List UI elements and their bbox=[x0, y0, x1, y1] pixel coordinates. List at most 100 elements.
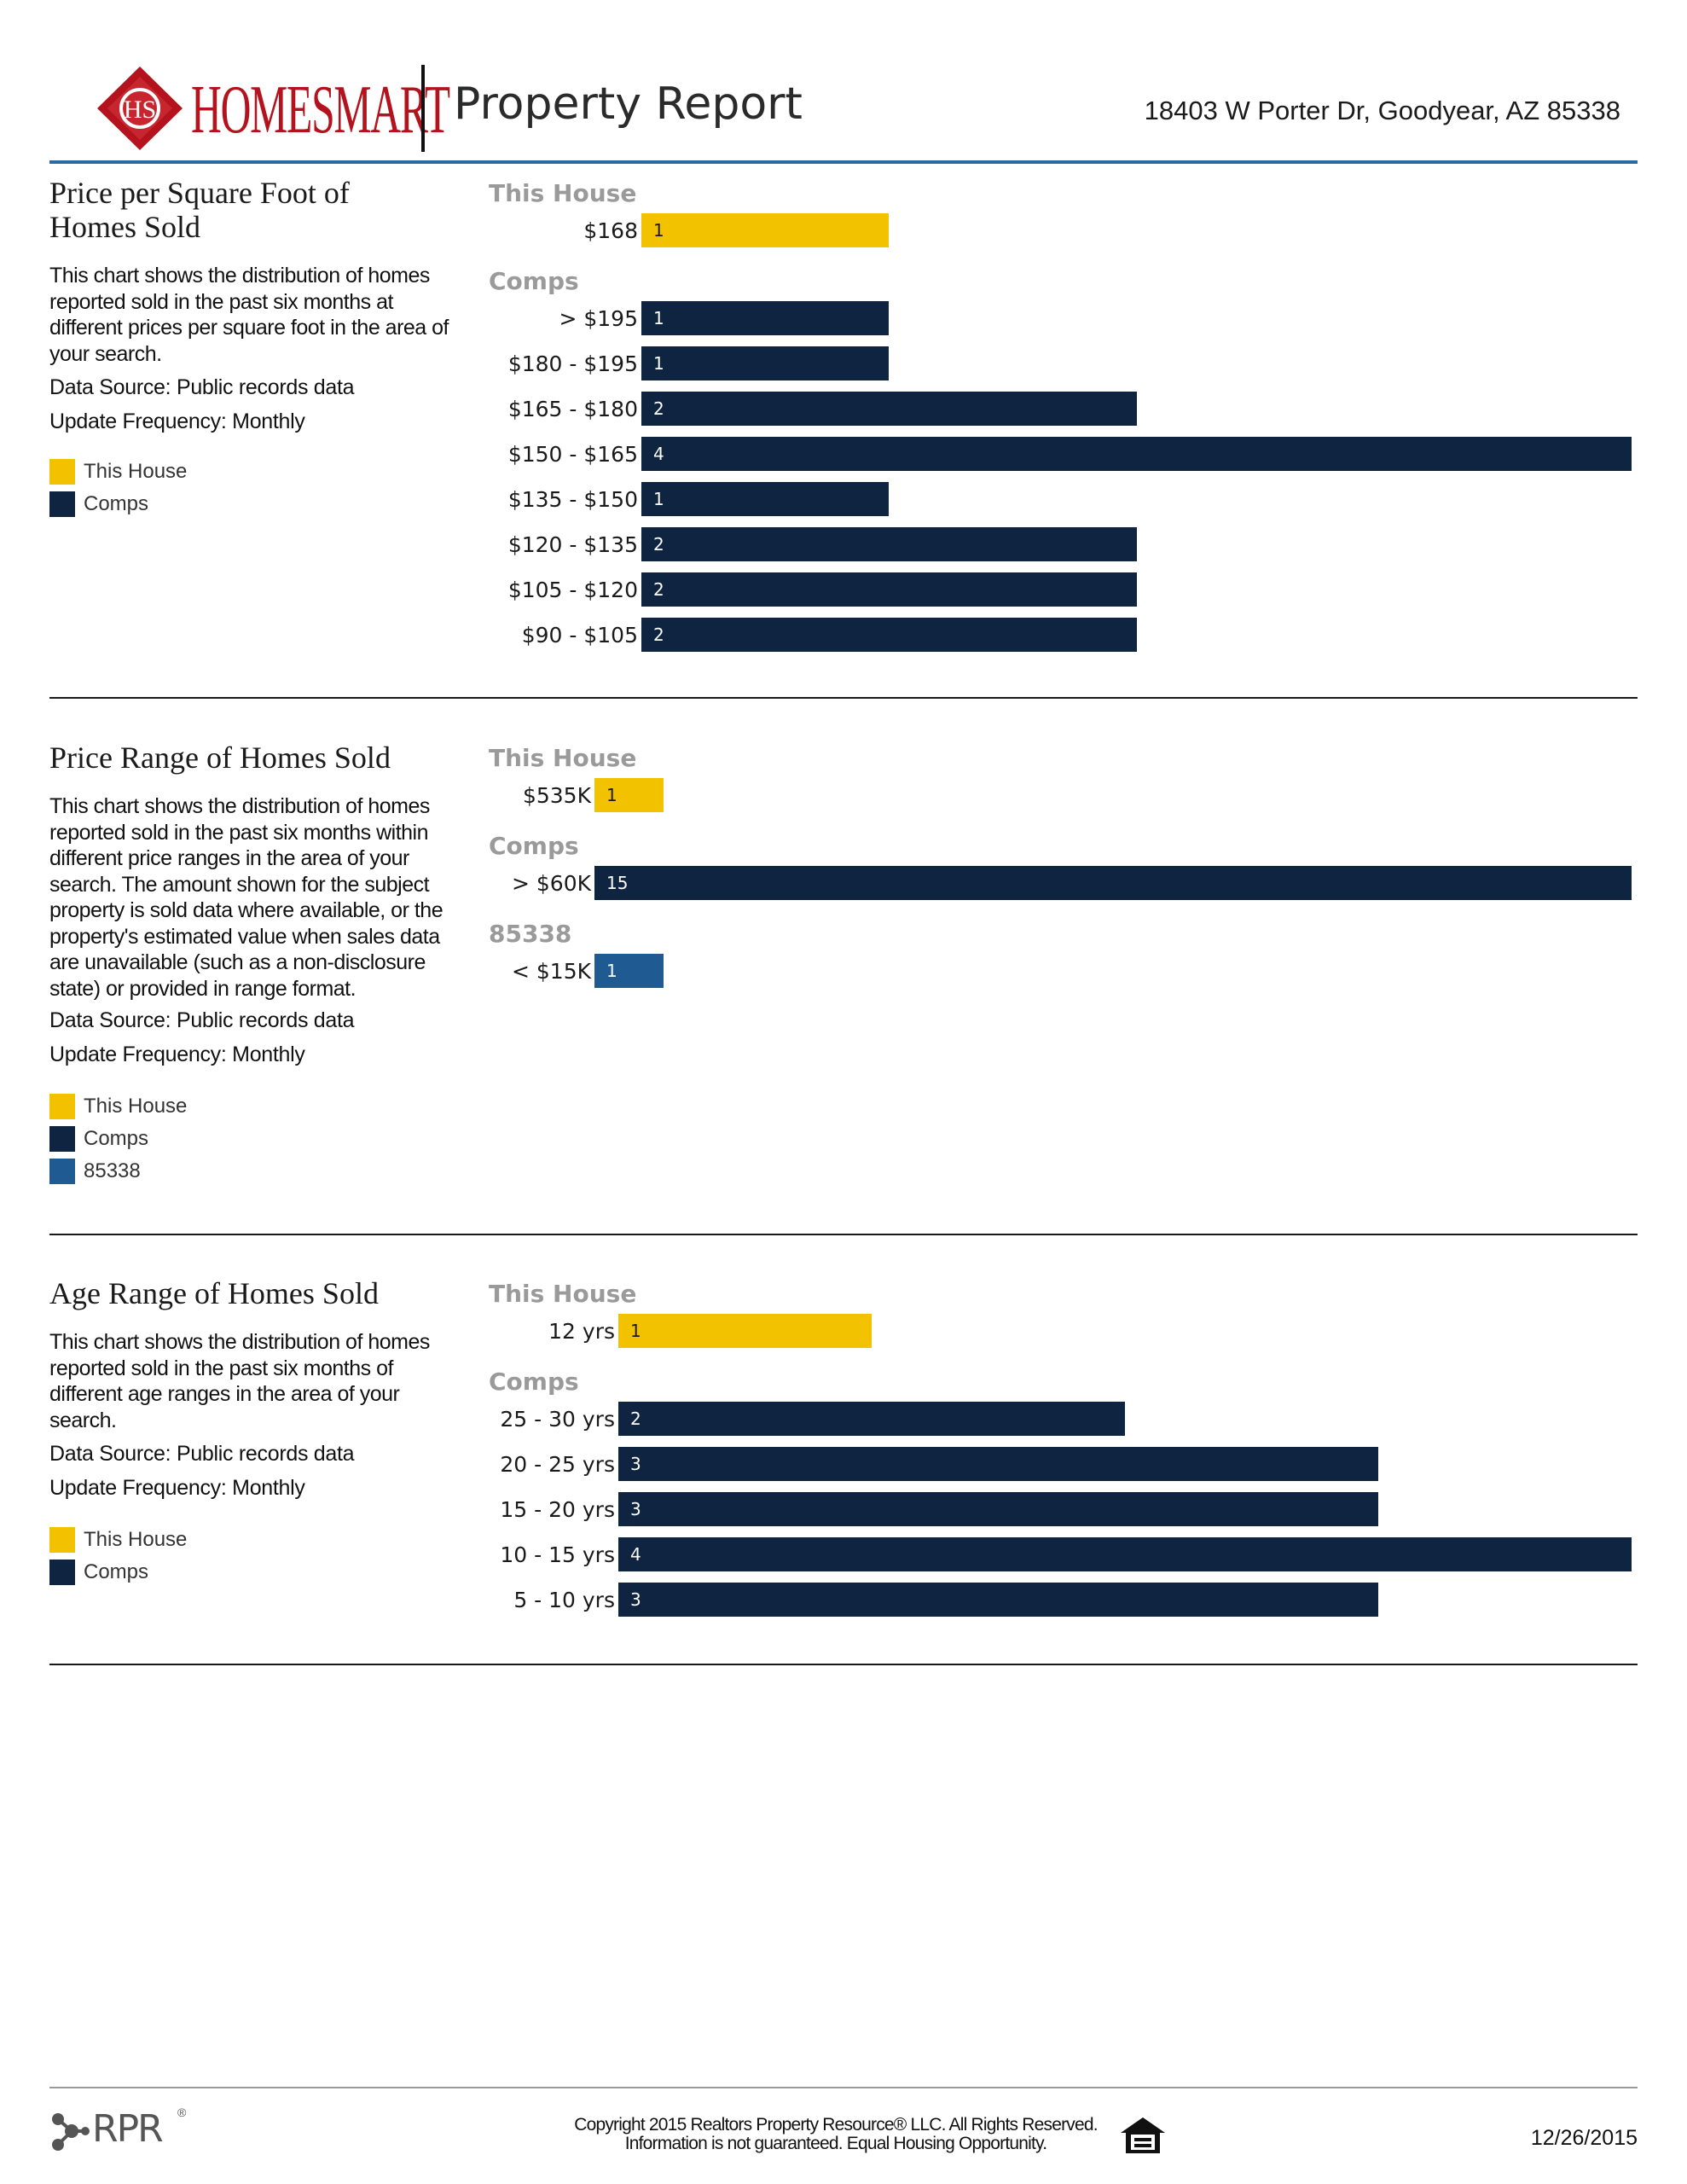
bar: 1 bbox=[594, 778, 664, 812]
bar-category-label: $180 - $195 bbox=[507, 351, 638, 376]
bar: 1 bbox=[641, 346, 889, 380]
legend-label: Comps bbox=[84, 1127, 149, 1150]
legend-swatch bbox=[49, 1560, 75, 1585]
rpr-logo-text: RPR bbox=[92, 2107, 164, 2151]
bar-category-label: $105 - $120 bbox=[507, 578, 638, 602]
bar-category-label: $120 - $135 bbox=[507, 532, 638, 557]
bar: 2 bbox=[641, 618, 1137, 652]
header-rule bbox=[49, 160, 1638, 164]
chart-group-label: Comps bbox=[489, 267, 579, 295]
bar-category-label: 25 - 30 yrs bbox=[500, 1407, 615, 1432]
bar: 3 bbox=[618, 1447, 1378, 1481]
footer-rule bbox=[49, 2087, 1638, 2088]
rpr-logo: RPR ® bbox=[49, 2106, 194, 2158]
legend-label: This House bbox=[84, 460, 188, 483]
legend-item-comps: Comps bbox=[49, 1560, 148, 1585]
homesmart-diamond-icon: HS bbox=[97, 67, 183, 150]
bar-value-label: 1 bbox=[630, 1321, 641, 1341]
bar: 3 bbox=[618, 1583, 1378, 1617]
bar-value-label: 4 bbox=[653, 444, 664, 464]
bar-category-label: > $60K bbox=[511, 871, 591, 896]
bar-category-label: 20 - 25 yrs bbox=[500, 1452, 615, 1477]
bar: 2 bbox=[641, 392, 1137, 426]
chart-group-label: This House bbox=[489, 1280, 637, 1308]
copyright-line: Copyright 2015 Realtors Property Resourc… bbox=[574, 2115, 1098, 2135]
bar: 1 bbox=[618, 1314, 872, 1348]
property-address: 18403 W Porter Dr, Goodyear, AZ 85338 bbox=[1144, 96, 1620, 125]
update-frequency: Update Frequency: Monthly bbox=[49, 1476, 305, 1500]
bar-value-label: 3 bbox=[630, 1589, 641, 1610]
legend-swatch bbox=[49, 1159, 75, 1184]
legend-item-this-house: This House bbox=[49, 1094, 187, 1119]
report-date: 12/26/2015 bbox=[1530, 2126, 1638, 2150]
equal-housing-icon bbox=[1119, 2116, 1167, 2155]
bar-category-label: $150 - $165 bbox=[507, 442, 638, 467]
section-title: Price Range of Homes Sold bbox=[49, 741, 391, 775]
bar-category-label: < $15K bbox=[511, 959, 591, 984]
bar: 3 bbox=[618, 1492, 1378, 1526]
legend-swatch bbox=[49, 491, 75, 517]
bar-category-label: 10 - 15 yrs bbox=[500, 1542, 615, 1567]
bar-value-label: 15 bbox=[606, 873, 629, 893]
bar: 4 bbox=[641, 437, 1632, 471]
bar-category-label: 15 - 20 yrs bbox=[500, 1497, 615, 1522]
bar: 2 bbox=[618, 1402, 1125, 1436]
bar-value-label: 1 bbox=[653, 308, 664, 328]
legend-item-comps: Comps bbox=[49, 491, 148, 517]
bar-category-label: 5 - 10 yrs bbox=[513, 1588, 615, 1612]
chart-group-label: Comps bbox=[489, 1368, 579, 1396]
bar-category-label: > $195 bbox=[559, 306, 638, 331]
section-divider bbox=[49, 1234, 1638, 1235]
legend-label: 85338 bbox=[84, 1159, 141, 1182]
bar-value-label: 2 bbox=[653, 398, 664, 419]
bar-value-label: 1 bbox=[653, 220, 664, 241]
copyright-notice: Copyright 2015 Realtors Property Resourc… bbox=[512, 2116, 1160, 2153]
update-frequency: Update Frequency: Monthly bbox=[49, 410, 305, 433]
brand-name: HOMESMART bbox=[191, 73, 450, 148]
bar: 2 bbox=[641, 527, 1137, 561]
legend-label: Comps bbox=[84, 1560, 149, 1583]
rpr-molecule-icon bbox=[52, 2113, 90, 2151]
bar: 1 bbox=[641, 301, 889, 335]
section-divider bbox=[49, 697, 1638, 699]
header-divider bbox=[421, 65, 425, 152]
legend-item-zip: 85338 bbox=[49, 1159, 141, 1184]
legend-label: Comps bbox=[84, 492, 149, 515]
section-divider bbox=[49, 1664, 1638, 1665]
bar-value-label: 4 bbox=[630, 1544, 641, 1565]
bar-category-label: $535K bbox=[522, 783, 591, 808]
bar-category-label: 12 yrs bbox=[548, 1319, 615, 1344]
bar-category-label: $90 - $105 bbox=[521, 623, 638, 648]
bar-value-label: 1 bbox=[653, 489, 664, 509]
bar-value-label: 2 bbox=[653, 624, 664, 645]
homesmart-logo: HS HOMESMART bbox=[92, 61, 450, 155]
report-title: Property Report bbox=[454, 78, 803, 130]
legend-swatch bbox=[49, 1527, 75, 1553]
chart-group-label: 85338 bbox=[489, 920, 572, 948]
legend-item-this-house: This House bbox=[49, 1527, 187, 1553]
section-title: Age Range of Homes Sold bbox=[49, 1276, 379, 1310]
bar-value-label: 2 bbox=[653, 534, 664, 555]
chart-group-label: This House bbox=[489, 744, 637, 772]
copyright-line: Information is not guaranteed. Equal Hou… bbox=[624, 2134, 1047, 2153]
bar-value-label: 3 bbox=[630, 1454, 641, 1474]
legend-item-comps: Comps bbox=[49, 1126, 148, 1152]
bar: 15 bbox=[594, 866, 1632, 900]
bar: 1 bbox=[594, 954, 664, 988]
chart-group-label: Comps bbox=[489, 832, 579, 860]
bar-value-label: 1 bbox=[653, 353, 664, 374]
legend-label: This House bbox=[84, 1528, 188, 1551]
section-description: This chart shows the distribution of hom… bbox=[49, 264, 449, 366]
bar: 1 bbox=[641, 213, 889, 247]
legend-swatch bbox=[49, 1094, 75, 1119]
bar-value-label: 2 bbox=[653, 579, 664, 600]
bar-category-label: $135 - $150 bbox=[507, 487, 638, 512]
rpr-registered-mark: ® bbox=[177, 2106, 187, 2119]
section-description: This chart shows the distribution of hom… bbox=[49, 794, 443, 1001]
bar-category-label: $165 - $180 bbox=[507, 397, 638, 421]
data-source: Data Source: Public records data bbox=[49, 375, 355, 399]
logo-monogram: HS bbox=[124, 96, 156, 124]
bar-value-label: 1 bbox=[606, 961, 617, 981]
bar-category-label: $168 bbox=[583, 218, 638, 243]
chart-group-label: This House bbox=[489, 179, 637, 207]
